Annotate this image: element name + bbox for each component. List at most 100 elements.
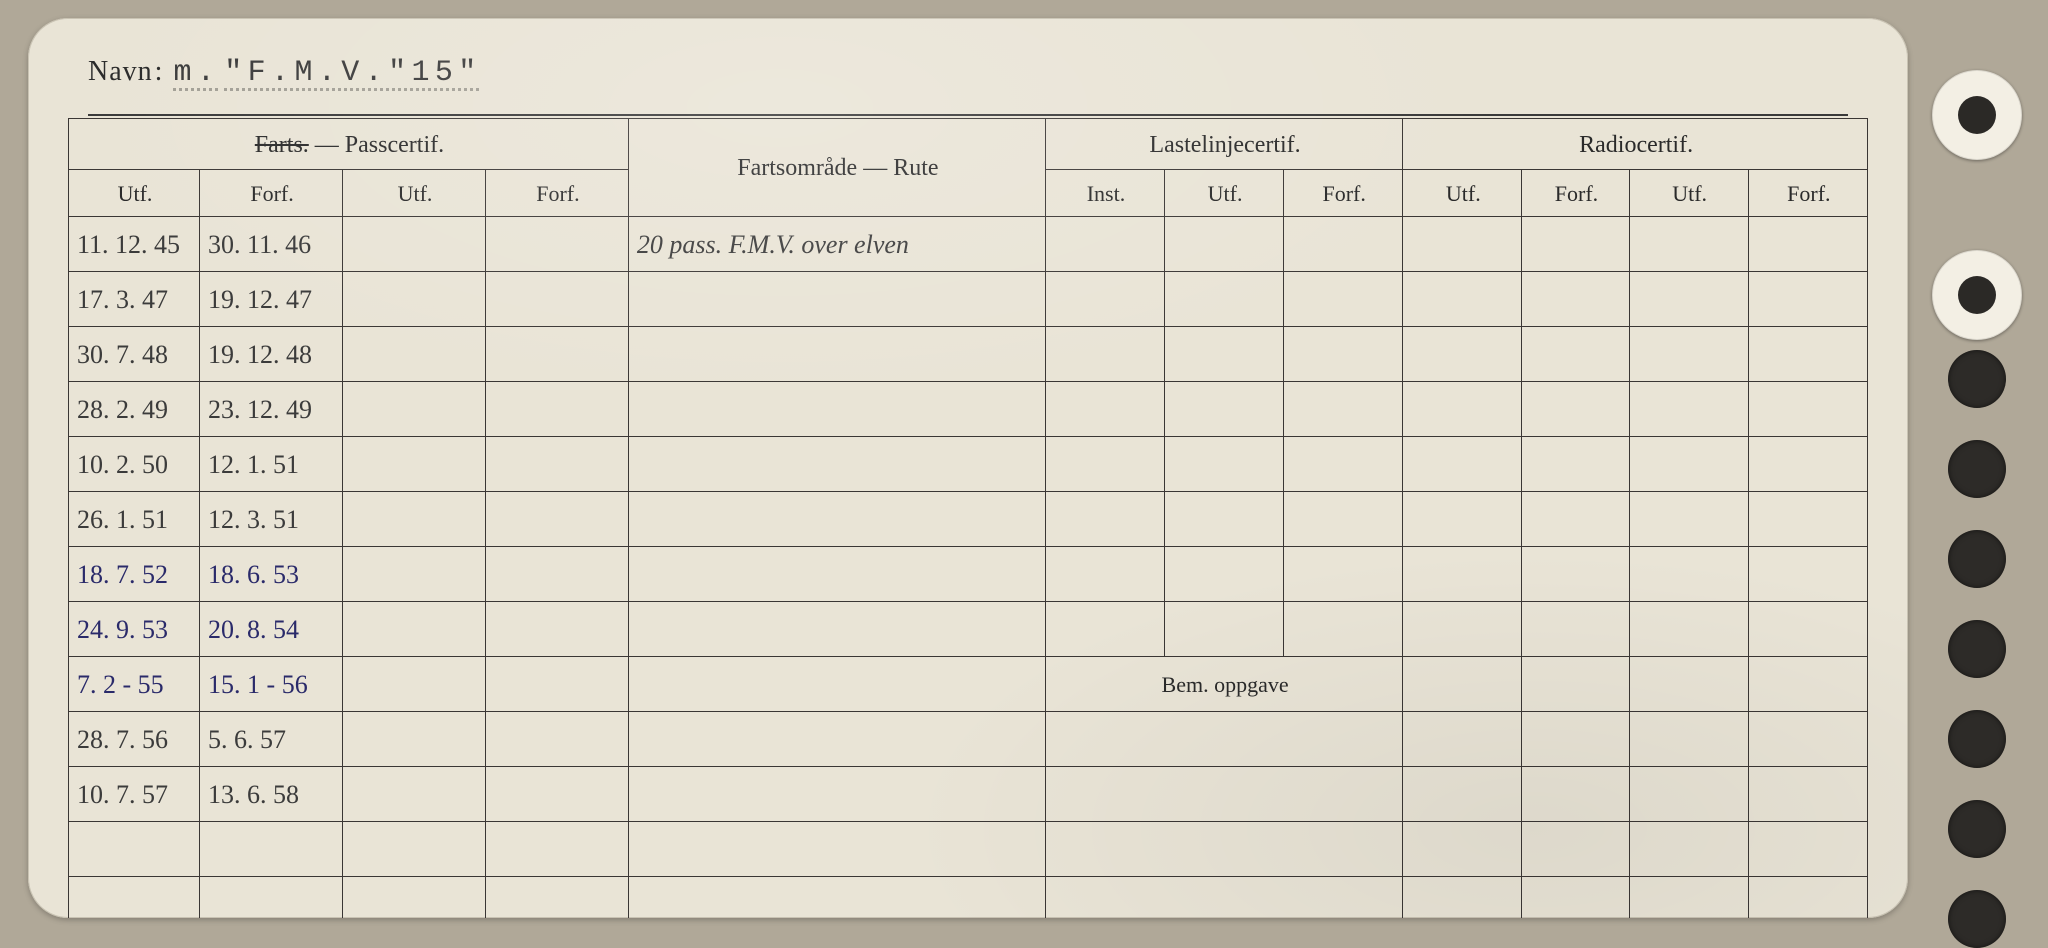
cell-radio-utf2 [1629,437,1748,492]
cell-radio-forf1 [1522,657,1629,712]
cell-laste-utf [1165,327,1284,382]
navn-colon: : [153,56,166,87]
cell-route [628,437,1045,492]
cell-radio-forf1 [1522,492,1629,547]
navn-underline [88,114,1848,116]
sub-pass-forf1: Forf. [200,170,343,217]
sub-laste-forf: Forf. [1284,170,1403,217]
cell-pass-utf1: 11. 12. 45 [69,217,200,272]
cell-radio-utf2 [1629,712,1748,767]
cell-radio-utf2 [1629,272,1748,327]
bem-oppgave-cell [1045,877,1402,919]
cell-radio-utf1 [1403,657,1522,712]
cell-pass-utf1: 10. 7. 57 [69,767,200,822]
cell-pass-forf1: 19. 12. 47 [200,272,343,327]
header-lastelinje: Lastelinjecertif. [1045,119,1402,170]
bem-oppgave-cell [1045,712,1402,767]
cell-radio-forf1 [1522,547,1629,602]
cell-pass-utf2 [343,602,486,657]
table-row: 10. 7. 5713. 6. 58 [69,767,1868,822]
punch-hole [1948,620,2006,678]
sub-laste-utf: Utf. [1165,170,1284,217]
punch-strip [1928,20,2028,926]
cell-pass-forf1: 5. 6. 57 [200,712,343,767]
navn-row: Navn: m. "F.M.V."15" [88,56,1848,116]
cell-pass-utf2 [343,712,486,767]
sub-radio-utf2: Utf. [1629,170,1748,217]
cell-radio-forf2 [1748,712,1867,767]
cell-laste-forf [1284,492,1403,547]
cell-pass-forf2 [485,767,628,822]
sub-laste-inst: Inst. [1045,170,1164,217]
cell-pass-utf1 [69,822,200,877]
cell-pass-forf2 [485,217,628,272]
cell-pass-forf1: 18. 6. 53 [200,547,343,602]
cell-route [628,712,1045,767]
cell-pass-utf2 [343,437,486,492]
cell-laste-utf [1165,437,1284,492]
cell-radio-forf2 [1748,437,1867,492]
cell-laste-inst [1045,382,1164,437]
cell-radio-forf1 [1522,712,1629,767]
cell-radio-utf2 [1629,217,1748,272]
cell-radio-forf1 [1522,382,1629,437]
cell-radio-utf1 [1403,547,1522,602]
cell-radio-utf2 [1629,547,1748,602]
cell-pass-utf1: 24. 9. 53 [69,602,200,657]
cell-radio-forf2 [1748,877,1867,919]
cell-pass-utf2 [343,217,486,272]
header-radiocertif: Radiocertif. [1403,119,1868,170]
sub-radio-forf2: Forf. [1748,170,1867,217]
punch-hole [1948,890,2006,948]
header-passcertif-rest: — Passcertif. [309,132,444,158]
cell-pass-utf2 [343,657,486,712]
table-row: 10. 2. 5012. 1. 51 [69,437,1868,492]
cell-laste-forf [1284,217,1403,272]
cell-pass-forf2 [485,272,628,327]
cell-radio-utf2 [1629,877,1748,919]
cell-pass-utf1: 28. 2. 49 [69,382,200,437]
header-fartsomrade: Fartsområde — Rute [628,119,1045,217]
punch-hole [1948,800,2006,858]
cell-radio-utf1 [1403,767,1522,822]
cell-radio-utf2 [1629,822,1748,877]
cell-pass-forf1: 20. 8. 54 [200,602,343,657]
cell-laste-inst [1045,272,1164,327]
cell-radio-forf2 [1748,382,1867,437]
cell-route [628,602,1045,657]
navn-label-text: Navn [88,56,153,87]
table-row: 28. 2. 4923. 12. 49 [69,382,1868,437]
cell-radio-forf1 [1522,877,1629,919]
bem-oppgave-header: Bem. oppgave [1045,657,1402,712]
cell-radio-forf1 [1522,217,1629,272]
sub-pass-utf2: Utf. [343,170,486,217]
cell-pass-utf2 [343,877,486,919]
cell-pass-forf1 [200,822,343,877]
cell-pass-forf1: 23. 12. 49 [200,382,343,437]
cell-pass-forf2 [485,602,628,657]
cell-radio-utf1 [1403,327,1522,382]
header-passcertif-strike: Farts. [255,132,309,158]
cell-pass-utf1: 28. 7. 56 [69,712,200,767]
cell-radio-forf2 [1748,547,1867,602]
cell-radio-forf2 [1748,217,1867,272]
cell-pass-utf1: 7. 2 - 55 [69,657,200,712]
cell-radio-utf1 [1403,382,1522,437]
cell-pass-utf1: 26. 1. 51 [69,492,200,547]
cell-radio-utf2 [1629,492,1748,547]
cell-route [628,327,1045,382]
cell-route [628,822,1045,877]
table-row: 18. 7. 5218. 6. 53 [69,547,1868,602]
cell-radio-utf2 [1629,602,1748,657]
cell-radio-forf2 [1748,602,1867,657]
cell-laste-inst [1045,492,1164,547]
cell-laste-utf [1165,492,1284,547]
bem-oppgave-cell [1045,767,1402,822]
cell-laste-utf [1165,602,1284,657]
table-row: 11. 12. 4530. 11. 4620 pass. F.M.V. over… [69,217,1868,272]
sub-radio-forf1: Forf. [1522,170,1629,217]
cell-laste-utf [1165,382,1284,437]
cell-laste-inst [1045,217,1164,272]
cell-pass-forf1: 19. 12. 48 [200,327,343,382]
cell-radio-forf2 [1748,272,1867,327]
